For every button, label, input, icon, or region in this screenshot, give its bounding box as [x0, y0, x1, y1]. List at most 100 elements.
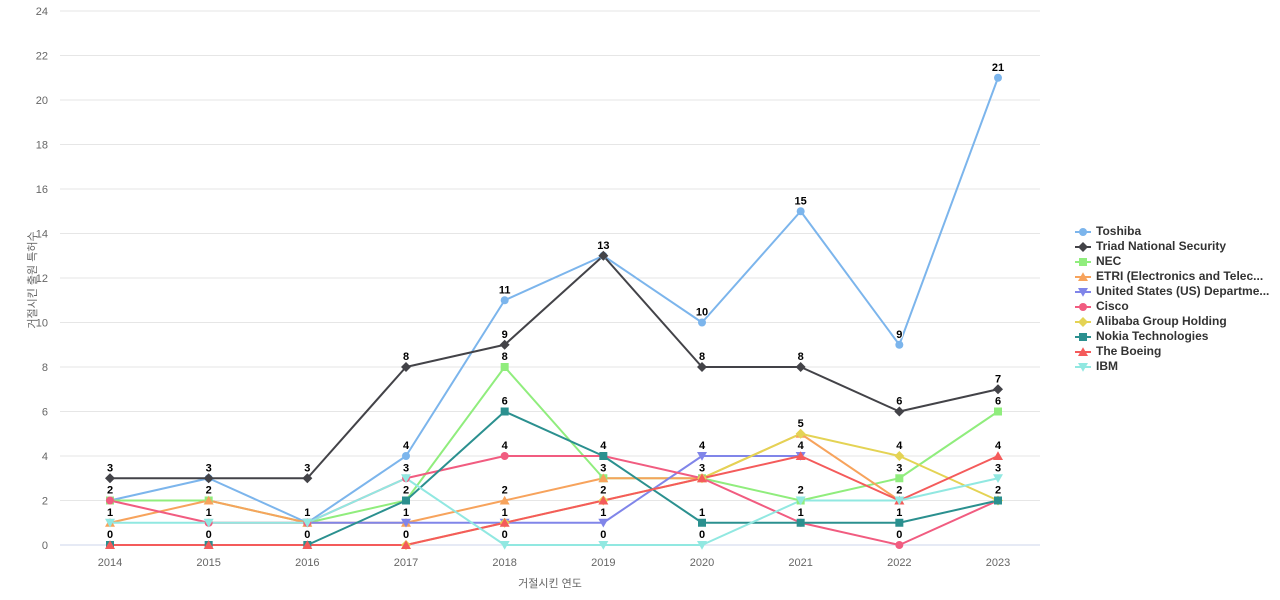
legend-symbol-united-states-us-departme[interactable]: [1078, 287, 1088, 297]
point-cisco-2014[interactable]: [106, 496, 114, 505]
x-tick-label-2016: 2016: [295, 557, 319, 569]
point-triad-national-security-2015[interactable]: [203, 473, 214, 484]
point-nokia-technologies-2022[interactable]: [895, 518, 904, 527]
legend-label: The Boeing: [1096, 344, 1162, 358]
point-toshiba-2017[interactable]: [402, 452, 410, 460]
point-ibm-2019[interactable]: [598, 541, 609, 550]
point-triad-national-security-2022[interactable]: [894, 406, 905, 417]
data-label: 3: [304, 462, 310, 474]
data-label: 1: [107, 507, 113, 519]
point-triad-national-security-2020[interactable]: [697, 362, 707, 372]
point-the-boeing-2020[interactable]: [697, 473, 707, 483]
data-label: 0: [304, 529, 310, 541]
data-label: 2: [798, 485, 804, 497]
y-tick-label: 12: [36, 273, 48, 285]
legend-symbol-triad-national-security[interactable]: [1078, 241, 1088, 252]
legend-item-united-states-us-departme[interactable]: United States (US) Departme...: [1075, 284, 1269, 299]
point-triad-national-security-2021[interactable]: [795, 362, 806, 372]
point-nokia-technologies-2021[interactable]: [796, 518, 805, 527]
point-toshiba-2020[interactable]: [698, 318, 706, 327]
point-triad-national-security-2016[interactable]: [302, 473, 313, 484]
point-the-boeing-2017[interactable]: [401, 540, 411, 549]
point-triad-national-security-2018[interactable]: [499, 339, 510, 350]
point-nec-2022[interactable]: [895, 474, 904, 483]
x-tick-label-2023: 2023: [986, 557, 1010, 569]
point-the-boeing-2023[interactable]: [993, 451, 1003, 460]
point-ibm-2021[interactable]: [795, 496, 806, 506]
data-label: 2: [995, 485, 1001, 497]
point-united-states-us-departme-2017[interactable]: [401, 518, 411, 528]
legend-item-nec[interactable]: NEC: [1075, 254, 1269, 269]
x-tick-label-2014: 2014: [98, 557, 122, 569]
legend-marker-square-icon: [1075, 332, 1091, 341]
legend-symbol-ibm[interactable]: [1078, 362, 1088, 372]
point-nokia-technologies-2019[interactable]: [599, 452, 608, 460]
point-cisco-2022[interactable]: [895, 541, 904, 549]
point-triad-national-security-2019[interactable]: [598, 250, 609, 261]
data-label: 6: [995, 396, 1001, 408]
point-the-boeing-2019[interactable]: [598, 495, 609, 505]
point-toshiba-2022[interactable]: [895, 340, 904, 349]
point-ibm-2016[interactable]: [302, 518, 313, 528]
point-toshiba-2018[interactable]: [500, 296, 509, 305]
point-triad-national-security-2017[interactable]: [401, 362, 411, 372]
point-ibm-2018[interactable]: [499, 541, 510, 550]
point-nokia-technologies-2017[interactable]: [402, 496, 410, 505]
point-nokia-technologies-2018[interactable]: [500, 407, 509, 416]
data-label: 4: [502, 440, 509, 452]
point-united-states-us-departme-2020[interactable]: [697, 452, 707, 461]
data-label: 21: [992, 62, 1004, 74]
point-ibm-2020[interactable]: [697, 541, 707, 550]
point-toshiba-2021[interactable]: [796, 207, 805, 216]
point-the-boeing-2015[interactable]: [203, 540, 214, 549]
point-the-boeing-2021[interactable]: [795, 451, 806, 460]
point-triad-national-security-2023[interactable]: [993, 384, 1003, 395]
point-ibm-2023[interactable]: [993, 474, 1003, 484]
point-alibaba-group-holding-2021[interactable]: [795, 428, 806, 439]
legend-item-cisco[interactable]: Cisco: [1075, 299, 1269, 314]
point-the-boeing-2016[interactable]: [302, 540, 313, 549]
data-label: 1: [798, 507, 804, 519]
legend-symbol-cisco[interactable]: [1079, 302, 1087, 311]
data-label: 2: [107, 485, 113, 497]
point-cisco-2018[interactable]: [500, 452, 509, 460]
point-the-boeing-2014[interactable]: [105, 540, 115, 549]
series-line-ibm: [109, 477, 999, 546]
legend-item-etri-electronics-and-telec[interactable]: ETRI (Electronics and Telec...: [1075, 269, 1269, 284]
point-nokia-technologies-2023[interactable]: [994, 496, 1002, 505]
point-toshiba-2023[interactable]: [994, 73, 1002, 82]
legend-item-ibm[interactable]: IBM: [1075, 359, 1269, 374]
legend-item-triad-national-security[interactable]: Triad National Security: [1075, 239, 1269, 254]
legend-marker-triangle-icon: [1075, 346, 1091, 356]
legend-item-alibaba-group-holding[interactable]: Alibaba Group Holding: [1075, 314, 1269, 329]
legend-symbol-alibaba-group-holding[interactable]: [1078, 316, 1088, 327]
legend-symbol-toshiba[interactable]: [1079, 227, 1087, 236]
point-etri-electronics-and-telec-2015[interactable]: [203, 495, 214, 505]
legend-item-nokia-technologies[interactable]: Nokia Technologies: [1075, 329, 1269, 344]
point-triad-national-security-2014[interactable]: [105, 473, 115, 484]
point-etri-electronics-and-telec-2019[interactable]: [598, 473, 609, 483]
y-tick-label: 14: [36, 229, 48, 241]
legend-item-the-boeing[interactable]: The Boeing: [1075, 344, 1269, 359]
legend-item-toshiba[interactable]: Toshiba: [1075, 224, 1269, 239]
legend-symbol-nec[interactable]: [1079, 257, 1087, 266]
data-label: 1: [403, 507, 409, 519]
legend-label: NEC: [1096, 254, 1122, 268]
point-ibm-2014[interactable]: [105, 518, 115, 528]
point-ibm-2017[interactable]: [401, 474, 411, 484]
y-axis-title: 거절시킨 출원 특허수: [27, 231, 39, 329]
point-ibm-2022[interactable]: [894, 496, 905, 506]
point-alibaba-group-holding-2022[interactable]: [894, 451, 905, 461]
legend-symbol-etri-electronics-and-telec[interactable]: [1078, 271, 1088, 281]
point-nec-2018[interactable]: [500, 363, 509, 371]
point-the-boeing-2018[interactable]: [499, 517, 510, 527]
point-etri-electronics-and-telec-2018[interactable]: [499, 495, 510, 505]
point-nec-2023[interactable]: [994, 407, 1002, 416]
point-ibm-2015[interactable]: [203, 518, 214, 528]
point-nokia-technologies-2020[interactable]: [698, 518, 706, 527]
point-united-states-us-departme-2019[interactable]: [598, 518, 609, 528]
legend-symbol-the-boeing[interactable]: [1078, 346, 1088, 356]
legend-symbol-nokia-technologies[interactable]: [1079, 332, 1087, 341]
y-tick-label: 10: [36, 318, 48, 330]
data-label: 0: [502, 529, 508, 541]
